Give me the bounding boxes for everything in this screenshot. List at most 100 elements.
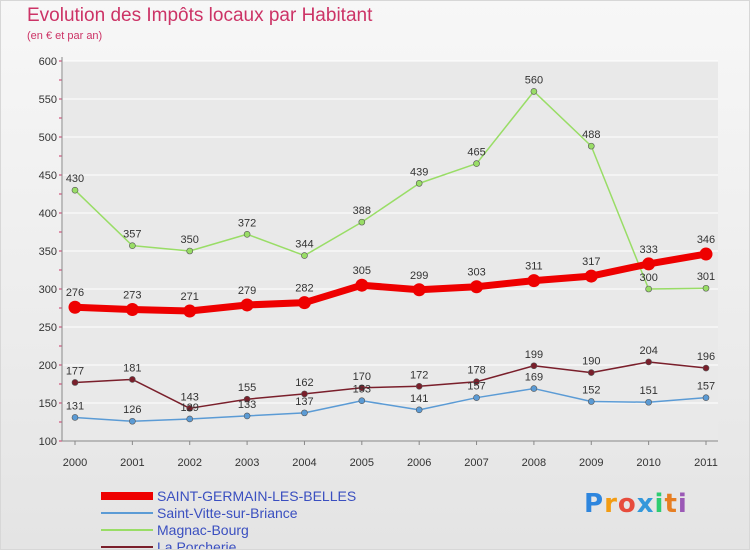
x-tick-label: 2002 [177,457,201,469]
data-label-saint-vitte-sur-briance: 153 [353,384,371,396]
x-tick-label: 2005 [350,457,374,469]
series-line-saint-vitte-sur-briance [74,387,707,422]
chart-title: Evolution des Impôts locaux par Habitant [27,5,373,26]
data-point-magnac-bourg [587,142,595,150]
data-label-saint-vitte-sur-briance: 157 [467,381,485,393]
series-line-magnac-bourg [74,90,707,290]
legend-swatch [101,546,153,548]
x-tick-label: 2010 [636,457,660,469]
data-point-saint-vitte-sur-briance [186,415,194,423]
legend-swatch [101,512,153,514]
data-label-saint-vitte-sur-briance: 151 [639,385,657,397]
data-label-saint-germain-les-belles: 279 [238,285,256,297]
y-tick-label: 250 [39,322,57,334]
legend-item: Magnac-Bourg [101,522,249,538]
data-label-magnac-bourg: 388 [353,205,371,217]
data-point-saint-vitte-sur-briance [473,394,480,401]
data-point-saint-germain-les-belles [68,300,82,314]
data-point-magnac-bourg [301,252,308,259]
legend-swatch [101,529,153,531]
x-tick-label: 2004 [292,457,316,469]
series-line-saint-germain-les-belles [71,250,710,315]
data-point-magnac-bourg [415,180,423,187]
data-point-la-porcherie [243,395,251,403]
x-tick-label: 2003 [235,457,259,469]
data-label-magnac-bourg: 439 [410,166,428,178]
data-point-saint-vitte-sur-briance [129,417,136,425]
x-tick-label: 2011 [694,457,718,469]
data-point-saint-germain-les-belles [584,269,598,283]
data-label-saint-germain-les-belles: 333 [639,244,657,256]
data-label-magnac-bourg: 357 [123,229,141,241]
series-line-la-porcherie [74,361,707,410]
data-point-saint-germain-les-belles [355,278,369,292]
data-point-la-porcherie [71,379,79,386]
y-tick-label: 100 [39,436,57,448]
data-label-la-porcherie: 170 [353,371,371,383]
y-tick-label: 450 [39,170,57,182]
data-point-saint-germain-les-belles [699,247,713,261]
data-point-saint-vitte-sur-briance [243,412,251,420]
proxiti-logo: Proxiti [584,489,688,519]
data-label-saint-vitte-sur-briance: 129 [181,402,199,414]
data-point-magnac-bourg [129,242,136,249]
data-point-la-porcherie [301,390,308,398]
data-point-saint-germain-les-belles [183,304,197,318]
data-point-la-porcherie [358,384,366,392]
x-tick-label: 2008 [522,457,546,469]
data-point-saint-vitte-sur-briance [358,397,366,405]
data-label-la-porcherie: 196 [697,351,715,363]
data-point-saint-germain-les-belles [527,274,541,288]
data-label-la-porcherie: 177 [66,365,84,377]
data-point-magnac-bourg [186,247,194,255]
x-tick-label: 2006 [407,457,431,469]
data-point-la-porcherie [530,362,538,370]
data-label-la-porcherie: 181 [123,362,141,374]
data-label-saint-germain-les-belles: 346 [697,234,715,246]
chart-subtitle: (en € et par an) [27,30,103,42]
data-point-magnac-bourg [243,230,251,238]
data-label-magnac-bourg: 560 [525,74,543,86]
y-tick-label: 600 [39,56,57,68]
data-label-saint-germain-les-belles: 303 [467,267,485,279]
data-point-saint-germain-les-belles [297,296,311,310]
data-label-saint-germain-les-belles: 305 [353,265,371,277]
data-label-la-porcherie: 204 [639,345,657,357]
data-label-magnac-bourg: 488 [582,129,600,141]
y-tick-label: 300 [39,284,57,296]
data-point-saint-vitte-sur-briance [530,385,538,392]
legend-swatch [101,492,153,500]
data-label-la-porcherie: 190 [582,356,600,368]
legend-label: La Porcherie [157,539,237,550]
data-label-saint-vitte-sur-briance: 126 [123,404,141,416]
data-label-magnac-bourg: 350 [181,234,199,246]
data-point-saint-vitte-sur-briance [645,398,652,406]
data-point-la-porcherie [587,369,595,376]
x-tick-label: 2001 [120,457,144,469]
data-label-saint-germain-les-belles: 299 [410,270,428,282]
data-label-saint-vitte-sur-briance: 152 [582,384,600,396]
data-point-magnac-bourg [71,186,79,194]
data-label-saint-germain-les-belles: 282 [295,283,313,295]
data-label-magnac-bourg: 430 [66,173,84,185]
data-point-saint-vitte-sur-briance [587,398,595,405]
data-label-saint-germain-les-belles: 317 [582,256,600,268]
data-point-magnac-bourg [358,218,366,226]
legend-item: SAINT-GERMAIN-LES-BELLES [101,488,356,504]
data-point-saint-vitte-sur-briance [301,409,308,417]
x-tick-label: 2007 [464,457,488,469]
legend-label: Magnac-Bourg [157,522,249,538]
legend-label: SAINT-GERMAIN-LES-BELLES [157,488,357,504]
data-label-saint-germain-les-belles: 311 [525,261,543,273]
data-point-saint-vitte-sur-briance [702,394,710,401]
y-tick-label: 500 [39,132,57,144]
data-point-magnac-bourg [645,285,652,293]
y-tick-label: 550 [39,94,57,106]
data-label-saint-germain-les-belles: 276 [66,287,84,299]
x-tick-label: 2000 [63,457,87,469]
data-label-saint-germain-les-belles: 273 [123,290,141,302]
data-point-magnac-bourg [702,284,710,292]
legend-item: La Porcherie [101,539,237,550]
